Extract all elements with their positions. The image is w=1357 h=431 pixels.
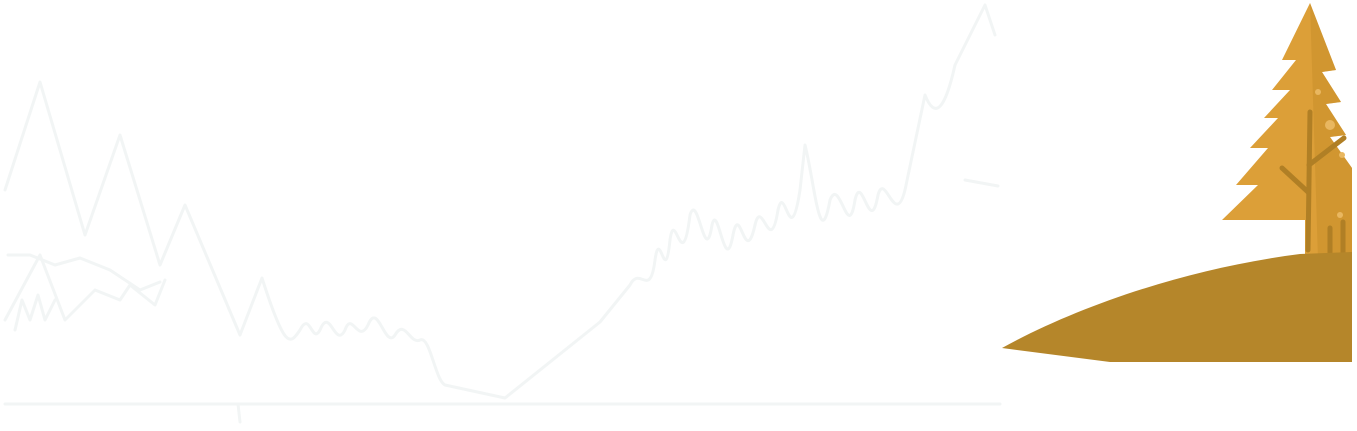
faint-mountain-line-icon [3, 3, 1002, 424]
pine-tree-icon [1222, 3, 1352, 261]
hill-icon [1002, 252, 1352, 362]
